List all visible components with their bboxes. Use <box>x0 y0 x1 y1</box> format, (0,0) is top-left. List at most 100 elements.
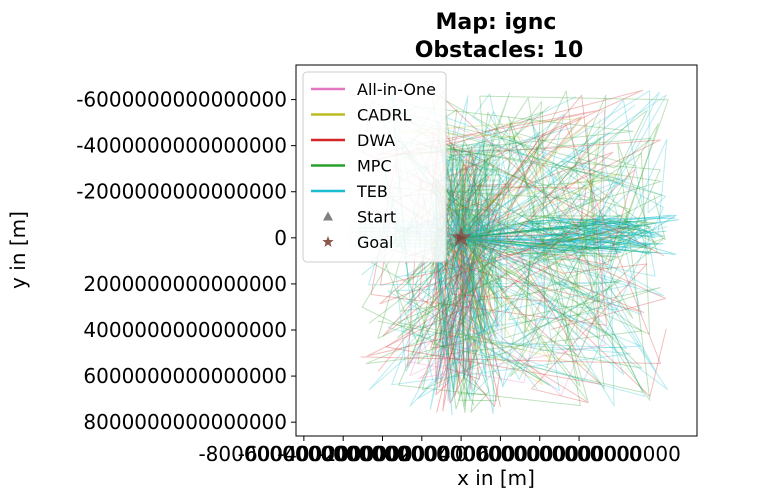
trajectory-line <box>460 221 652 254</box>
trajectory-line <box>461 217 676 242</box>
trajectory-line <box>418 185 606 379</box>
legend-item: Goal <box>322 233 393 252</box>
trajectory-line <box>429 165 494 410</box>
trajectory-line <box>384 173 621 364</box>
trajectory-line <box>461 219 665 239</box>
trajectory-line <box>369 89 644 389</box>
trajectory-line <box>437 104 668 382</box>
triangle-icon <box>323 211 333 221</box>
trajectory-line <box>437 201 490 379</box>
trajectory-line <box>365 123 665 377</box>
trajectory-line <box>461 221 645 253</box>
trajectory-line <box>432 237 503 391</box>
trajectory-line <box>461 221 667 247</box>
trajectory-line <box>377 116 583 372</box>
trajectory-line <box>396 123 622 386</box>
trajectory-line <box>436 197 497 406</box>
trajectory-line <box>460 237 497 413</box>
legend-item: All-in-One <box>311 80 436 99</box>
y-tick-label: -4000000000000000 <box>76 134 287 158</box>
trajectory-line <box>395 131 611 252</box>
trajectory-line <box>387 90 666 349</box>
trajectory-line <box>461 111 658 401</box>
trajectory-line <box>436 164 474 360</box>
x-tick-label: 6000000000000000 <box>477 442 681 466</box>
legend-label: Goal <box>357 233 393 252</box>
trajectory-line <box>461 237 629 251</box>
trajectory-line <box>461 219 647 260</box>
legend-label: All-in-One <box>357 80 436 99</box>
legend-label: DWA <box>357 131 395 150</box>
plot-frame <box>295 64 698 437</box>
trajectory-line <box>460 168 570 337</box>
trajectory-line <box>461 216 677 255</box>
trajectory-line <box>461 220 600 259</box>
trajectory-line <box>435 184 498 297</box>
trajectory-line <box>395 138 668 372</box>
trajectory-line <box>377 97 581 407</box>
trajectory-line <box>446 187 504 394</box>
trajectory-line <box>460 132 651 357</box>
trajectory-line <box>429 157 489 341</box>
goal-marker <box>450 226 472 247</box>
trajectory-line <box>431 172 484 332</box>
trajectory-line <box>400 90 605 389</box>
x-tick-label: -4000000000000000 <box>277 442 488 466</box>
trajectory-line <box>421 161 666 391</box>
trajectory-line <box>396 220 643 369</box>
y-tick-label: -2000000000000000 <box>76 180 287 204</box>
chart-title-line-1: Map: ignc <box>436 10 557 35</box>
trajectory-line <box>444 118 594 385</box>
trajectory-line <box>439 143 502 353</box>
x-axis-label: x in [m] <box>457 466 535 490</box>
trajectory-line <box>429 140 503 381</box>
trajectory-line <box>360 124 661 364</box>
y-axis: -6000000000000000 -4000000000000000 -20000… <box>76 88 296 434</box>
x-tick-label: 0 <box>455 442 468 466</box>
x-tick-label: -8000000000000000 <box>198 442 409 466</box>
y-tick-label: 0 <box>274 226 287 250</box>
trajectory-line <box>430 162 488 357</box>
x-tick-label: 4000000000000000 <box>438 442 642 466</box>
trajectory-line <box>385 144 636 385</box>
trajectory-line <box>401 118 591 263</box>
y-tick-label: 2000000000000000 <box>83 272 287 296</box>
trajectory-line <box>461 227 653 250</box>
trajectory-line <box>461 221 649 253</box>
trajectory-line <box>461 226 651 249</box>
trajectory-line <box>409 126 547 377</box>
trajectory-line <box>461 214 633 249</box>
trajectory-line <box>436 163 487 395</box>
chart-title-line-2: Obstacles: 10 <box>415 38 584 63</box>
trajectory-line <box>386 200 615 407</box>
trajectory-line <box>461 214 672 255</box>
trajectory-layer <box>349 89 679 416</box>
y-axis-label: y in [m] <box>6 211 30 289</box>
legend: All-in-One CADRL DWA MPC TEB Start Goal <box>302 71 447 263</box>
trajectory-line <box>461 219 679 247</box>
trajectory-line <box>460 94 661 387</box>
legend-item: CADRL <box>311 106 412 125</box>
legend-label: Start <box>357 208 396 227</box>
trajectory-line <box>439 147 495 341</box>
legend-item: TEB <box>311 182 388 201</box>
trajectory-line <box>439 183 500 336</box>
trajectory-line <box>460 216 624 240</box>
x-axis: -8000000000000000-6000000000000000-40000… <box>198 436 681 466</box>
trajectory-line <box>447 165 475 323</box>
trajectory-line <box>379 95 587 305</box>
trajectory-line <box>460 160 504 356</box>
trajectory-line <box>430 163 478 396</box>
trajectory-line <box>461 214 677 251</box>
trajectory-line <box>368 91 648 324</box>
trajectory-line <box>461 215 657 258</box>
trajectory-line <box>461 220 656 239</box>
legend-item: Start <box>323 208 396 227</box>
trajectory-line <box>461 219 638 252</box>
trajectory-line <box>445 129 664 297</box>
trajectory-line <box>368 94 656 391</box>
trajectory-line <box>438 231 503 345</box>
x-tick-label: -6000000000000000 <box>238 442 449 466</box>
trajectory-line <box>366 92 623 356</box>
